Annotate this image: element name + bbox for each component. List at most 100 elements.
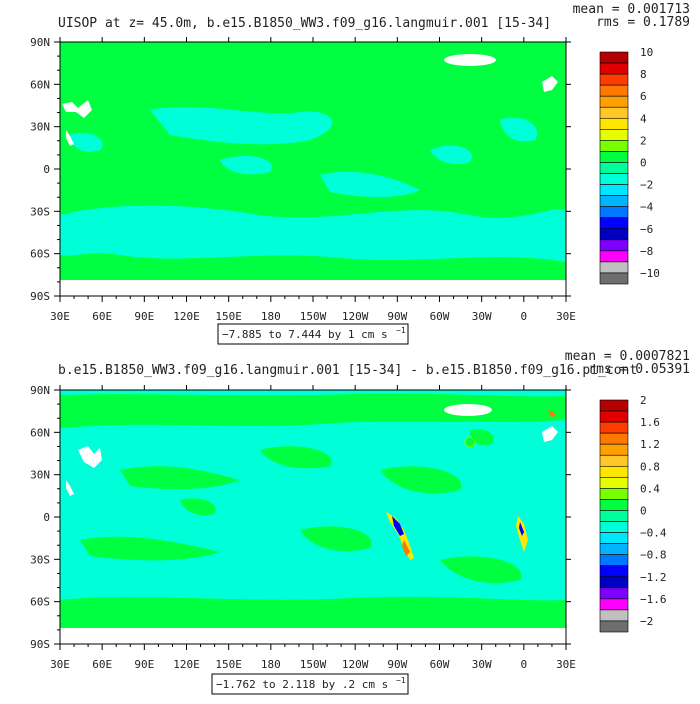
- panel-2-colorbar-label: −0.4: [640, 527, 667, 540]
- panel-1-colorbar-swatch: [599, 195, 629, 207]
- panel-1-colorbar-label: 8: [640, 68, 647, 81]
- panel-2-colorbar-swatch: [599, 609, 629, 622]
- panel-1-x-tick-label: 150W: [300, 310, 327, 323]
- panel-1-mean: mean = 0.001713: [573, 2, 690, 17]
- panel-1-range-frame: [217, 323, 409, 345]
- panel-1-y-tick-label: 30N: [30, 121, 50, 134]
- panel-1-colorbar-swatch: [599, 228, 629, 241]
- panel-1-colorbar-swatch: [599, 51, 629, 64]
- panel-2-y-tick-label: 90S: [30, 638, 50, 651]
- panel-2-colorbar-swatch: [599, 576, 629, 589]
- panel-2-x-tick-label: 150W: [300, 658, 327, 671]
- panel-1-colorbar-swatch: [599, 95, 629, 108]
- panel-2-y-tick-label: 30S: [30, 553, 50, 566]
- panel-2-colorbar-swatch: [599, 565, 629, 578]
- panel-1-land-mask-a: [62, 100, 92, 118]
- panel-2-map: [60, 390, 566, 644]
- panel-1-colorbar-swatch: [599, 261, 629, 274]
- panel-1-title: UISOP at z= 45.0m, b.e15.B1850_WW3.f09_g…: [58, 16, 551, 31]
- panel-2-colorbar-swatch: [599, 587, 629, 600]
- panel-2-y-tick-label: 30N: [30, 469, 50, 482]
- panel-2-colorbar-swatch: [599, 598, 629, 611]
- panel-2-colorbar-swatch: [599, 543, 629, 555]
- panel-1-x-tick-label: 60W: [430, 310, 450, 323]
- panel-2-colorbar-swatch: [599, 432, 629, 445]
- panel-1-colorbar-swatch: [599, 239, 629, 252]
- panel-2-colorbar-swatch: [599, 499, 629, 511]
- panel-1-rms: rms = 0.1789: [596, 15, 690, 30]
- panel-2-range-unit-exp: −1: [396, 676, 406, 685]
- panel-1-colorbar-swatch: [599, 106, 629, 119]
- panel-1-colorbar-label: 6: [640, 90, 647, 103]
- panel-1-colorbar-swatch: [599, 250, 629, 263]
- panel-1-x-tick-label: 120W: [342, 310, 369, 323]
- panel-1: UISOP at z= 45.0m, b.e15.B1850_WW3.f09_g…: [30, 2, 690, 345]
- panel-2-x-tick-label: 60E: [92, 658, 112, 671]
- panel-1-colorbar-label: −10: [640, 267, 660, 280]
- panel-2-colorbar-swatch: [599, 410, 629, 423]
- panel-2-y-tick-label: 90N: [30, 384, 50, 397]
- panel-1-antarctic-mask: [60, 280, 566, 296]
- panel-1-colorbar-swatch: [599, 84, 629, 97]
- panel-2-rms: rms = 0.05391: [588, 362, 690, 377]
- panel-2-colorbar-swatch: [599, 620, 629, 633]
- panel-1-range-unit-exp: −1: [396, 326, 406, 335]
- panel-2-ocean-negative: [60, 390, 566, 628]
- panel-1-colorbar-swatch: [599, 117, 629, 130]
- panel-2-colorbar-label: −1.2: [640, 571, 667, 584]
- panel-2-colorbar-swatch: [599, 510, 629, 522]
- panel-1-colorbar-swatch: [599, 217, 629, 230]
- panel-2-x-tick-label: 150E: [215, 658, 242, 671]
- panel-2-axes: 30E 60E 90E 120E 150E 180 150W 120W 90W 60W 30W 0 30…: [30, 384, 576, 671]
- panel-2-colorbar-swatch: [599, 399, 629, 412]
- panel-2-x-tick-label: 120E: [173, 658, 200, 671]
- panel-1-y-tick-label: 90S: [30, 290, 50, 303]
- panel-1-colorbar-swatch: [599, 162, 629, 174]
- panel-2-range-label: −1.762 to 2.118 by .2 cm s: [216, 678, 388, 691]
- panel-1-x-tick-label: 60E: [92, 310, 112, 323]
- panel-1-colorbar-label: 0: [640, 156, 647, 169]
- panel-1-x-tick-label: 120E: [173, 310, 200, 323]
- panel-1-colorbar-swatch: [599, 151, 629, 163]
- panel-2-x-tick-label: 60W: [430, 658, 450, 671]
- panel-1-greenland-mask: [444, 54, 496, 66]
- panel-2-x-tick-label: 30E: [556, 658, 576, 671]
- panel-1-colorbar-swatch: [599, 184, 629, 196]
- panel-2-antarctic-mask: [60, 628, 566, 644]
- panel-2-x-tick-label: 180: [261, 658, 281, 671]
- panel-1-colorbar-swatch: [599, 173, 629, 185]
- panel-2: b.e15.B1850_WW3.f09_g16.langmuir.001 [15…: [30, 349, 690, 695]
- panel-2-colorbar-swatch: [599, 488, 629, 500]
- panel-2-colorbar-label: −2: [640, 615, 653, 628]
- panel-1-colorbar-swatch: [599, 62, 629, 75]
- panel-2-range-box: −1.762 to 2.118 by .2 cm s −1: [211, 673, 409, 695]
- panel-2-x-tick-label: 30E: [50, 658, 70, 671]
- panel-1-y-tick-label: 0: [43, 163, 50, 176]
- panel-2-x-tick-label: 0: [521, 658, 528, 671]
- panel-2-colorbar-label: −1.6: [640, 593, 667, 606]
- panel-1-colorbar-label: −8: [640, 245, 653, 258]
- panel-2-colorbar-swatch: [599, 443, 629, 456]
- panel-1-colorbar-swatch: [599, 140, 629, 152]
- panel-1-x-tick-label: 90W: [387, 310, 407, 323]
- panel-2-colorbar-label: 0.4: [640, 482, 660, 495]
- panel-1-map: [60, 42, 566, 296]
- panel-2-coastal-anomalies: [386, 410, 556, 560]
- panel-1-colorbar-label: 2: [640, 134, 647, 147]
- panel-1-x-tick-label: 30W: [472, 310, 492, 323]
- panel-2-colorbar-swatch: [599, 554, 629, 567]
- panel-2-y-tick-label: 60S: [30, 596, 50, 609]
- panel-1-x-tick-label: 30E: [50, 310, 70, 323]
- panel-2-land-mask-c: [66, 480, 74, 496]
- panel-1-colorbar-label: 4: [640, 112, 647, 125]
- panel-1-y-tick-label: 60N: [30, 78, 50, 91]
- panel-1-colorbar-swatch: [599, 129, 629, 141]
- panel-1-colorbar-label: −6: [640, 223, 653, 236]
- panel-2-colorbar-swatch: [599, 477, 629, 489]
- panel-1-y-tick-label: 30S: [30, 205, 50, 218]
- panel-2-title: b.e15.B1850_WW3.f09_g16.langmuir.001 [15…: [58, 363, 637, 378]
- panel-2-y-tick-label: 60N: [30, 426, 50, 439]
- panel-2-colorbar-label: −0.8: [640, 549, 667, 562]
- panel-2-colorbar-swatch: [599, 521, 629, 533]
